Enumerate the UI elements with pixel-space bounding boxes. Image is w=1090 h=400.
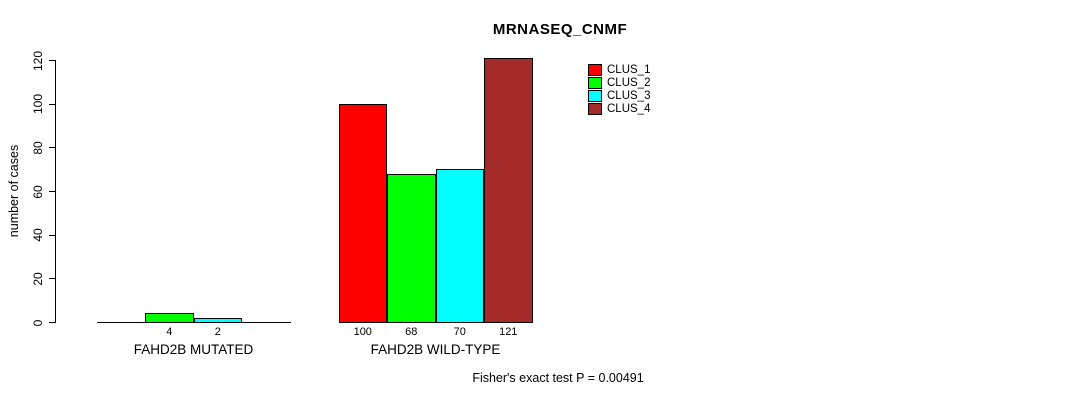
y-tick-label: 0 (31, 319, 45, 326)
bar-value-label: 121 (499, 326, 518, 338)
y-tick-label: 40 (31, 228, 45, 242)
bar-value-label: 100 (353, 326, 372, 338)
legend-item: CLUS_3 (588, 89, 650, 102)
bar-value-label: 4 (166, 326, 173, 338)
legend-item: CLUS_4 (588, 102, 650, 115)
y-tick (49, 103, 55, 105)
legend: CLUS_1 CLUS_2 CLUS_3 CLUS_4 (588, 63, 650, 115)
chart-title: MRNASEQ_CNMF (492, 21, 628, 38)
bar-clus-4 (484, 57, 533, 323)
legend-label: CLUS_4 (607, 102, 651, 115)
y-axis-line (55, 60, 56, 323)
y-tick-label: 20 (31, 272, 45, 286)
legend-color-swatch (588, 102, 602, 115)
legend-color-swatch (588, 63, 602, 76)
bar-value-label: 2 (214, 326, 221, 338)
y-tick (49, 234, 55, 236)
fisher-test-annotation: Fisher's exact test P = 0.00491 (472, 371, 644, 385)
group-label: FAHD2B MUTATED (133, 342, 254, 357)
y-tick-label: 100 (31, 94, 45, 115)
y-tick (49, 278, 55, 280)
bar-clus-3 (435, 169, 484, 323)
y-axis-label: number of cases (7, 144, 21, 238)
legend-label: CLUS_2 (607, 76, 651, 89)
legend-item: CLUS_1 (588, 63, 650, 76)
legend-label: CLUS_1 (607, 63, 651, 76)
y-tick-label: 80 (31, 141, 45, 155)
legend-color-swatch (588, 76, 602, 89)
bar-value-label: 70 (453, 326, 466, 338)
y-tick (49, 191, 55, 192)
bar-clus-2 (387, 173, 436, 323)
bar-clus-2 (145, 313, 194, 323)
y-tick (49, 147, 55, 149)
bar-value-label: 68 (405, 326, 418, 338)
y-tick-label: 60 (31, 184, 45, 199)
legend-item: CLUS_2 (588, 76, 650, 89)
y-tick (49, 60, 55, 61)
bar-clus-3 (193, 317, 242, 323)
y-tick (49, 322, 55, 323)
legend-color-swatch (588, 89, 602, 102)
y-tick-label: 120 (31, 50, 45, 71)
bar-clus-1 (338, 103, 387, 323)
legend-label: CLUS_3 (607, 89, 651, 102)
group-label: FAHD2B WILD-TYPE (370, 342, 501, 357)
